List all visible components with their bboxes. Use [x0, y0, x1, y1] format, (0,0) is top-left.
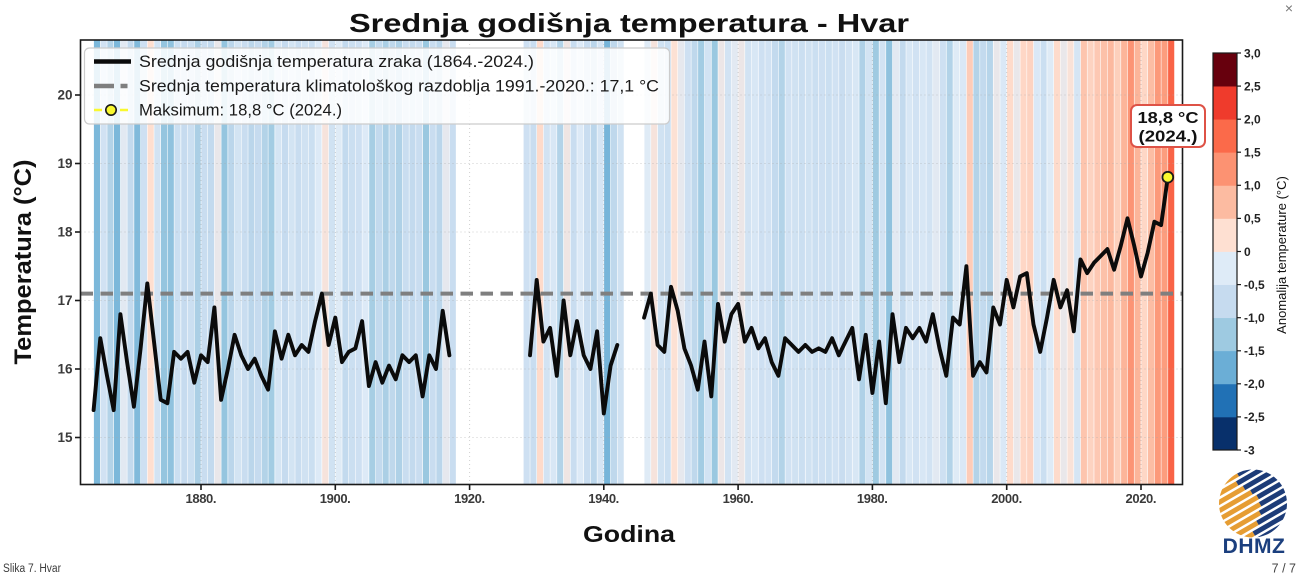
svg-text:DHMZ: DHMZ [1223, 535, 1286, 558]
svg-text:0: 0 [1244, 245, 1251, 259]
svg-text:-2,5: -2,5 [1244, 410, 1265, 424]
svg-text:18: 18 [58, 225, 73, 240]
svg-text:1960.: 1960. [723, 491, 754, 506]
svg-text:17: 17 [58, 293, 73, 308]
svg-text:2,5: 2,5 [1244, 79, 1261, 93]
svg-text:16: 16 [58, 362, 73, 377]
svg-text:Srednja temperatura klimatološ: Srednja temperatura klimatološkog razdob… [139, 78, 659, 96]
svg-text:Srednja godišnja temperatura -: Srednja godišnja temperatura - Hvar [349, 8, 909, 38]
svg-text:-0,5: -0,5 [1244, 278, 1265, 292]
svg-text:Anomalija temperature (°C): Anomalija temperature (°C) [1274, 176, 1289, 334]
svg-text:Slika 7. Hvar: Slika 7. Hvar [3, 563, 61, 575]
svg-text:(2024.): (2024.) [1139, 129, 1198, 146]
svg-text:1920.: 1920. [454, 491, 485, 506]
svg-text:1,0: 1,0 [1244, 179, 1261, 193]
svg-text:1980.: 1980. [857, 491, 888, 506]
svg-text:Srednja godišnja temperatura z: Srednja godišnja temperatura zraka (1864… [139, 53, 534, 71]
svg-text:3,0: 3,0 [1244, 46, 1261, 60]
svg-text:2000.: 2000. [991, 491, 1022, 506]
svg-text:2,0: 2,0 [1244, 113, 1261, 127]
svg-text:1880.: 1880. [186, 491, 217, 506]
svg-text:1900.: 1900. [320, 491, 351, 506]
svg-text:15: 15 [58, 430, 73, 445]
svg-text:0,5: 0,5 [1244, 212, 1261, 226]
svg-text:-1,0: -1,0 [1244, 311, 1265, 325]
svg-text:1,5: 1,5 [1244, 146, 1261, 160]
svg-text:-3: -3 [1244, 443, 1255, 457]
svg-text:7 / 7: 7 / 7 [1272, 562, 1296, 576]
svg-text:-2,0: -2,0 [1244, 377, 1265, 391]
svg-text:20: 20 [58, 88, 73, 103]
svg-text:1940.: 1940. [588, 491, 619, 506]
svg-text:Temperatura (°C): Temperatura (°C) [10, 159, 37, 364]
svg-text:19: 19 [58, 156, 73, 171]
svg-text:Maksimum: 18,8 °C (2024.): Maksimum: 18,8 °C (2024.) [139, 102, 342, 120]
svg-text:18,8 °C: 18,8 °C [1138, 110, 1199, 127]
svg-text:-1,5: -1,5 [1244, 344, 1265, 358]
svg-text:2020.: 2020. [1126, 491, 1157, 506]
svg-text:Godina: Godina [583, 521, 675, 547]
svg-text:×: × [1285, 0, 1293, 16]
